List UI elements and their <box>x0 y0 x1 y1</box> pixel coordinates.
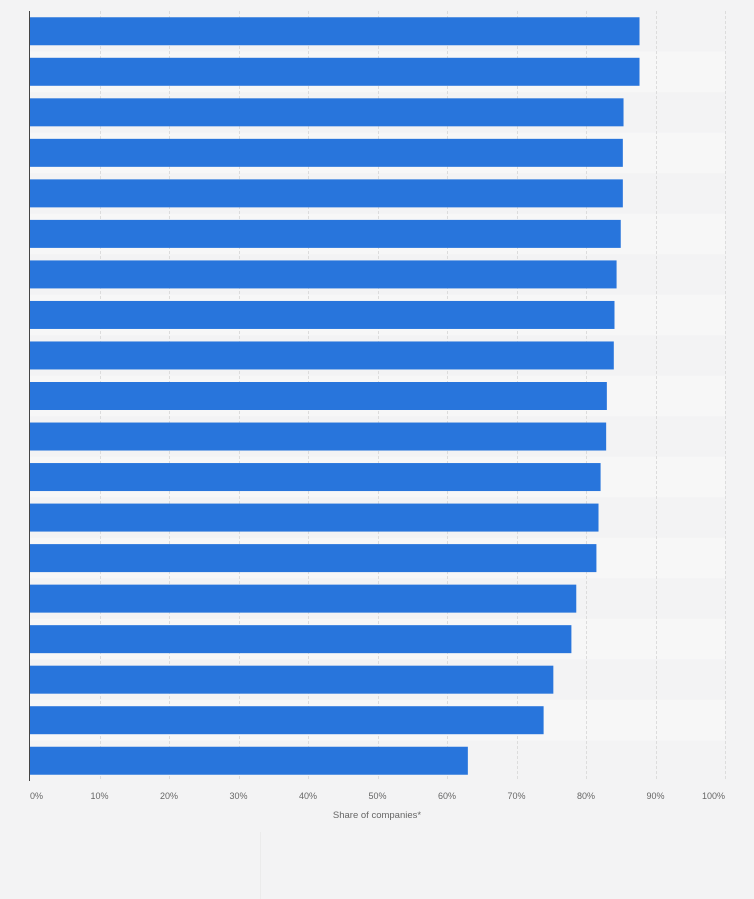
bar[interactable] <box>30 57 640 86</box>
x-tick-label: 90% <box>646 791 664 801</box>
bar[interactable] <box>30 706 544 735</box>
bar[interactable] <box>30 584 577 613</box>
x-tick-label: 0% <box>30 791 43 801</box>
x-tick-label: 40% <box>299 791 317 801</box>
x-tick-label: 50% <box>368 791 386 801</box>
bar[interactable] <box>30 17 640 46</box>
bar[interactable] <box>30 544 597 573</box>
bar[interactable] <box>30 260 617 289</box>
x-tick-label: 100% <box>702 791 725 801</box>
bar[interactable] <box>30 341 614 370</box>
footer-divider <box>260 832 261 899</box>
bar[interactable] <box>30 138 623 167</box>
x-axis-tick-labels: 0% 10% 20% 30% 40% 50% 60% 70% 80% 90% 100% <box>30 791 725 801</box>
x-tick-label: 70% <box>507 791 525 801</box>
x-tick-label: 60% <box>438 791 456 801</box>
bar[interactable] <box>30 463 601 492</box>
bar[interactable] <box>30 382 607 410</box>
bar[interactable] <box>30 503 599 532</box>
bar[interactable] <box>30 98 624 127</box>
bar[interactable] <box>30 179 623 208</box>
bar[interactable] <box>30 665 554 694</box>
x-tick-label: 10% <box>90 791 108 801</box>
x-tick-label: 80% <box>577 791 595 801</box>
bar[interactable] <box>30 219 621 248</box>
bar[interactable] <box>30 625 572 654</box>
x-axis-title: Share of companies* <box>333 810 421 821</box>
x-tick-label: 30% <box>229 791 247 801</box>
bar[interactable] <box>30 746 468 775</box>
bar[interactable] <box>30 300 615 329</box>
x-tick-label: 20% <box>160 791 178 801</box>
bar-series <box>30 17 640 775</box>
bar[interactable] <box>30 422 607 451</box>
